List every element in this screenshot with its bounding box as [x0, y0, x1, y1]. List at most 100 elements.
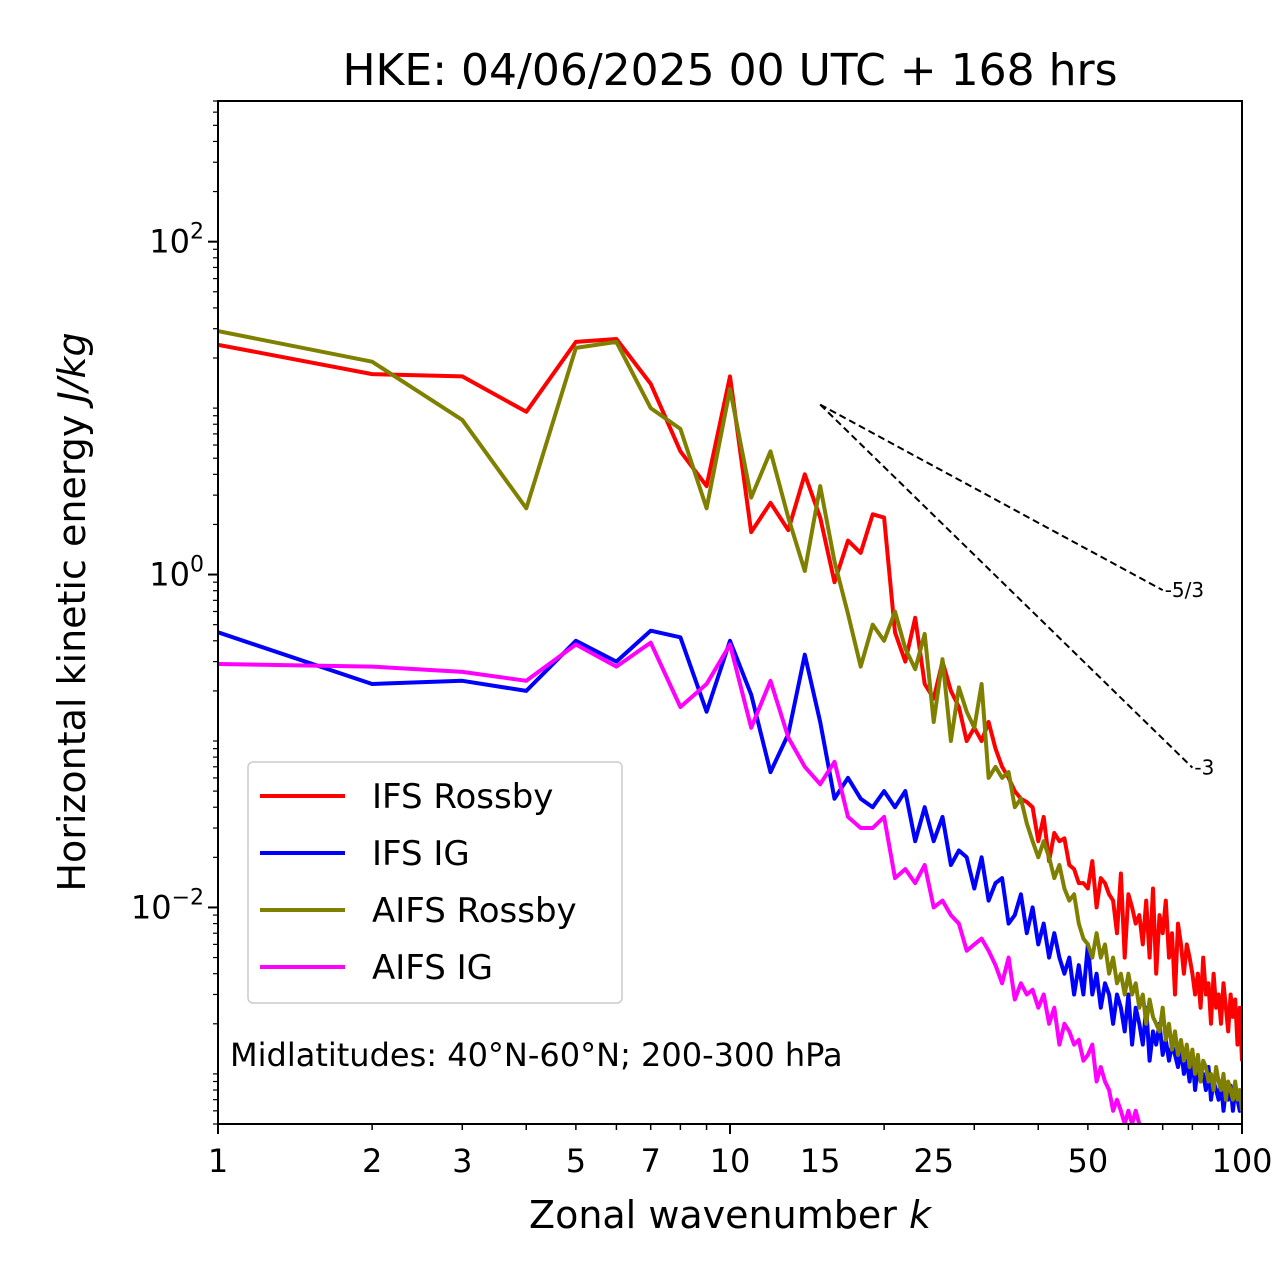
point-aifs-rossby-k78 [1185, 1043, 1189, 1047]
point-aifs-ig-k23 [913, 881, 917, 885]
point-aifs-ig-k43 [1052, 1006, 1056, 1010]
point-aifs-rossby-k95 [1229, 1088, 1233, 1092]
point-aifs-ig-k3 [460, 670, 464, 674]
point-aifs-rossby-k52 [1095, 931, 1099, 935]
point-ifs-rossby-k44 [1057, 839, 1061, 843]
point-aifs-rossby-k55 [1107, 972, 1111, 976]
point-aifs-rossby-k73 [1170, 1048, 1174, 1052]
point-ifs-rossby-k60 [1126, 892, 1130, 896]
series-aifs-rossby [218, 329, 1242, 1113]
point-ifs-rossby-k10 [728, 374, 732, 378]
point-aifs-rossby-k13 [786, 516, 790, 520]
point-aifs-rossby-k2 [370, 360, 374, 364]
point-aifs-rossby-k87 [1209, 1072, 1213, 1076]
point-aifs-ig-k14 [803, 765, 807, 769]
point-aifs-ig-k60 [1126, 1109, 1130, 1113]
point-ifs-ig-k72 [1167, 1059, 1171, 1063]
point-ifs-rossby-k64 [1141, 942, 1145, 946]
point-ifs-rossby-k89 [1214, 1006, 1218, 1010]
point-aifs-ig-k13 [786, 736, 790, 739]
point-ifs-rossby-k32 [987, 720, 991, 724]
point-ifs-rossby-k49 [1081, 881, 1085, 885]
point-ifs-rossby-k88 [1212, 972, 1216, 976]
point-aifs-rossby-k76 [1179, 1038, 1183, 1042]
point-aifs-ig-k55 [1107, 1088, 1111, 1092]
point-ifs-ig-k49 [1081, 993, 1085, 996]
point-ifs-ig-k70 [1161, 1053, 1165, 1057]
point-ifs-ig-k21 [893, 805, 897, 809]
point-aifs-rossby-k9 [705, 506, 709, 510]
point-ifs-ig-k54 [1103, 981, 1107, 985]
x-tick-label-1: 1 [208, 1142, 228, 1180]
point-aifs-rossby-k24 [923, 632, 927, 636]
point-ifs-rossby-k76 [1179, 942, 1183, 946]
point-ifs-rossby-k31 [980, 739, 984, 743]
point-ifs-rossby-k57 [1115, 931, 1119, 935]
point-aifs-rossby-k66 [1148, 998, 1152, 1001]
point-ifs-ig-k5 [574, 639, 578, 643]
point-aifs-rossby-k29 [965, 710, 969, 714]
legend: IFS Rossby IFS IG AIFS Rossby AIFS IG [247, 761, 623, 1004]
point-aifs-rossby-k14 [803, 569, 807, 573]
point-ifs-rossby-k18 [859, 551, 863, 555]
point-aifs-rossby-k96 [1231, 1098, 1235, 1102]
point-aifs-rossby-k59 [1123, 993, 1127, 996]
point-aifs-rossby-k28 [957, 685, 961, 689]
point-aifs-ig-k31 [980, 937, 984, 941]
point-aifs-ig-k34 [1000, 981, 1004, 985]
point-ifs-ig-k20 [882, 789, 886, 793]
point-ifs-ig-k18 [859, 797, 863, 801]
point-ifs-ig-k17 [846, 776, 850, 780]
point-ifs-ig-k44 [1057, 956, 1061, 960]
point-ifs-ig-k64 [1141, 1043, 1145, 1047]
point-ifs-rossby-k86 [1207, 981, 1210, 985]
point-ifs-ig-k79 [1188, 1080, 1192, 1083]
point-ifs-ig-k90 [1217, 1098, 1221, 1102]
point-ifs-rossby-k50 [1086, 887, 1090, 890]
y-axis-ticks: 102 100 10−2 [131, 100, 218, 1125]
point-ifs-rossby-k2 [370, 372, 374, 376]
point-ifs-ig-k27 [949, 863, 953, 867]
point-ifs-rossby-k34 [1000, 765, 1004, 769]
point-ifs-rossby-k28 [957, 705, 961, 709]
y-tick-label: 102 [149, 220, 204, 261]
point-ifs-ig-k60 [1126, 993, 1130, 996]
point-ifs-ig-k51 [1090, 993, 1094, 996]
point-aifs-rossby-k62 [1134, 981, 1138, 985]
point-aifs-rossby-k53 [1099, 956, 1103, 960]
point-aifs-rossby-k43 [1052, 876, 1056, 880]
point-ifs-rossby-k70 [1161, 931, 1165, 935]
point-ifs-ig-k16 [833, 797, 836, 801]
point-ifs-ig-k43 [1052, 931, 1056, 935]
point-aifs-ig-k20 [882, 815, 886, 819]
point-ifs-ig-k42 [1047, 956, 1051, 960]
x-axis-label: Zonal wavenumber k [529, 1193, 933, 1237]
point-ifs-ig-k37 [1019, 892, 1023, 896]
point-ifs-ig-k38 [1025, 931, 1029, 935]
point-aifs-rossby-k5 [574, 346, 578, 350]
point-aifs-ig-k51 [1090, 1043, 1094, 1047]
point-ifs-rossby-k69 [1158, 913, 1161, 917]
point-aifs-rossby-k11 [749, 496, 753, 500]
point-aifs-rossby-k21 [893, 610, 897, 613]
point-aifs-ig-k37 [1019, 981, 1023, 985]
point-ifs-rossby-k23 [913, 616, 917, 620]
point-ifs-ig-k63 [1137, 1022, 1141, 1026]
series-aifs-ig [218, 640, 1142, 1124]
x-tick-label-3: 3 [452, 1142, 472, 1180]
point-aifs-ig-k24 [923, 863, 927, 867]
point-aifs-ig-k57 [1115, 1098, 1119, 1102]
point-aifs-rossby-k41 [1042, 839, 1046, 843]
point-aifs-rossby-k51 [1090, 956, 1094, 960]
point-ifs-rossby-k97 [1233, 998, 1237, 1001]
x-tick-label-5: 5 [566, 1142, 586, 1180]
point-ifs-rossby-k19 [871, 512, 875, 516]
point-ifs-rossby-k4 [524, 410, 528, 414]
point-aifs-rossby-k45 [1062, 887, 1066, 890]
point-ifs-rossby-k91 [1219, 1022, 1223, 1026]
x-axis-ticks: 1 2 3 5 7 10 15 25 50 100 [208, 1124, 1273, 1180]
slope-label-5-3: -5/3 [1165, 578, 1204, 602]
point-aifs-rossby-k42 [1047, 855, 1051, 859]
point-aifs-rossby-k23 [913, 667, 917, 671]
point-aifs-rossby-k47 [1072, 892, 1076, 896]
